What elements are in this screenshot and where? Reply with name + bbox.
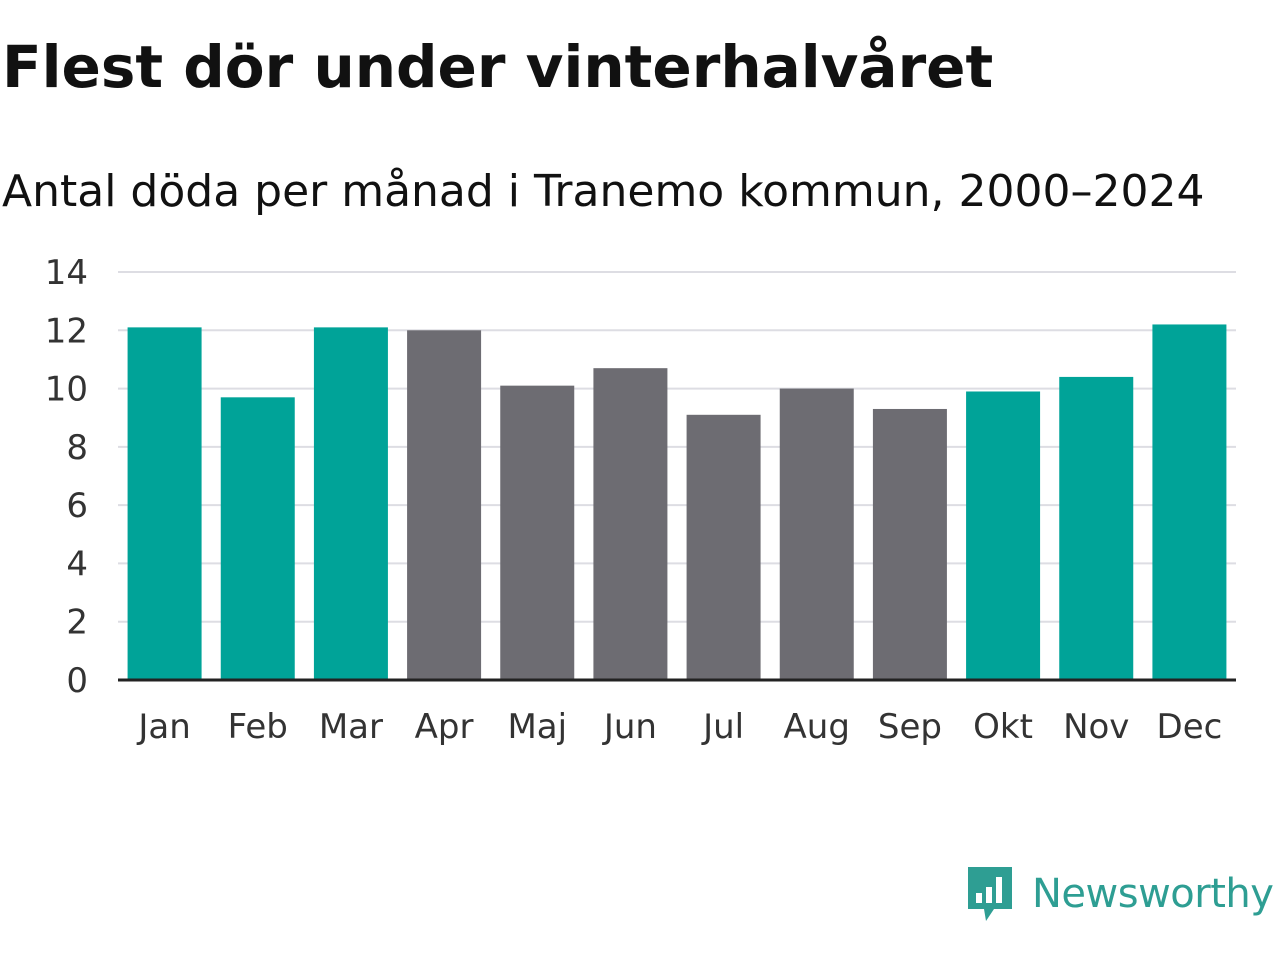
x-tick-label: Aug bbox=[784, 707, 850, 747]
x-tick-label: Sep bbox=[878, 707, 942, 747]
y-tick-label: 10 bbox=[45, 370, 88, 410]
bar-dec bbox=[1152, 324, 1227, 680]
bar-jul bbox=[686, 414, 761, 680]
bar-chart: 0 2 4 6 8 10 12 14 Jan Feb Mar Apr Maj Jun Jul Aug Sep O… bbox=[45, 253, 1236, 747]
bar-maj bbox=[500, 385, 575, 680]
y-tick-label: 14 bbox=[45, 253, 88, 293]
bar-mar bbox=[313, 327, 388, 680]
x-tick-label: Dec bbox=[1157, 707, 1223, 747]
chart-subtitle: Antal döda per månad i Tranemo kommun, 2… bbox=[2, 166, 1205, 217]
x-tick-label: Maj bbox=[507, 707, 567, 747]
y-tick-label: 2 bbox=[66, 603, 88, 643]
x-tick-label: Feb bbox=[228, 707, 288, 747]
x-tick-label: Nov bbox=[1063, 707, 1129, 747]
y-tick-label: 4 bbox=[66, 544, 88, 584]
brand-logo: Newsworthy bbox=[964, 862, 1274, 926]
x-tick-label: Jun bbox=[602, 707, 657, 747]
chart-title: Flest dör under vinterhalvåret bbox=[2, 33, 994, 101]
bar-sep bbox=[872, 408, 947, 680]
x-tick-label: Okt bbox=[973, 707, 1033, 747]
x-tick-label: Apr bbox=[415, 707, 474, 747]
bar-nov bbox=[1059, 376, 1134, 680]
x-axis-ticks: Jan Feb Mar Apr Maj Jun Jul Aug Sep Okt Nov Dec bbox=[136, 707, 1222, 747]
x-tick-label: Mar bbox=[319, 707, 383, 747]
brand-name: Newsworthy bbox=[1032, 871, 1274, 917]
bar-jan bbox=[127, 327, 202, 680]
bar-okt bbox=[966, 391, 1041, 680]
y-axis-ticks: 0 2 4 6 8 10 12 14 bbox=[45, 253, 88, 701]
newsworthy-logo-icon bbox=[968, 867, 1012, 921]
bars bbox=[127, 324, 1227, 680]
y-tick-label: 6 bbox=[66, 486, 88, 526]
y-tick-label: 8 bbox=[66, 428, 88, 468]
y-tick-label: 12 bbox=[45, 311, 88, 351]
bar-jun bbox=[593, 368, 668, 680]
y-tick-label: 0 bbox=[66, 661, 88, 701]
x-tick-label: Jul bbox=[701, 707, 744, 747]
bar-apr bbox=[407, 330, 482, 680]
bar-aug bbox=[779, 388, 854, 680]
gridlines bbox=[118, 271, 1236, 623]
x-tick-label: Jan bbox=[136, 707, 190, 747]
bar-feb bbox=[220, 397, 295, 680]
